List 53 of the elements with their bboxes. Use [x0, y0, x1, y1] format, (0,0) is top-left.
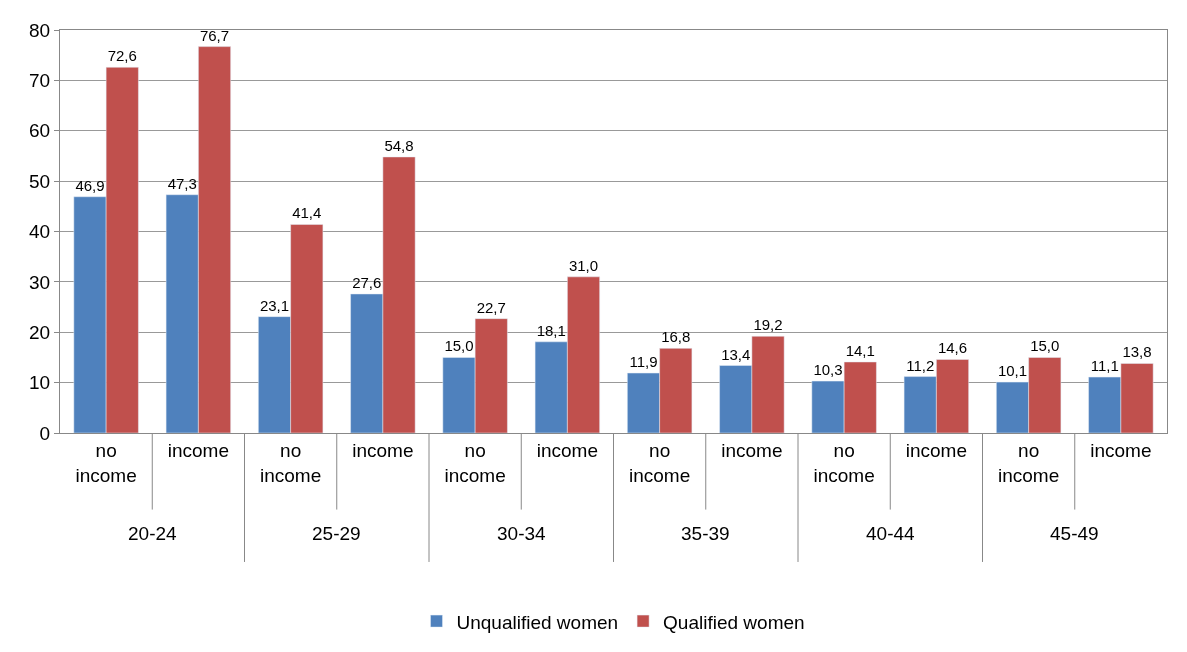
y-tick-label: 30 — [29, 271, 51, 293]
data-label: 14,1 — [845, 341, 875, 359]
x-tick-label: income — [352, 439, 414, 461]
x-tick-label: no income — [998, 439, 1060, 486]
data-label: 11,9 — [629, 353, 658, 371]
x-tick-label: income — [1090, 439, 1152, 461]
data-label: 19,2 — [753, 316, 783, 334]
data-label: 22,7 — [476, 298, 506, 316]
data-label: 14,6 — [937, 339, 968, 357]
x-tick-label: income — [721, 439, 783, 461]
text: 35-39 — [681, 523, 730, 544]
data-label: 27,6 — [352, 273, 382, 291]
x-tick-label: no income — [629, 439, 691, 486]
data-label: 54,8 — [384, 136, 414, 154]
x-tick-label: income — [167, 439, 230, 461]
data-label: 18,1 — [536, 321, 566, 339]
text: 40-44 — [866, 523, 916, 544]
data-label: 41,4 — [292, 204, 322, 222]
data-label: 47,3 — [167, 174, 197, 192]
y-tick-label: 10 — [29, 372, 51, 394]
y-tick-label: 20 — [29, 321, 51, 343]
x-tick-label: no income — [813, 439, 875, 486]
data-label: 13,4 — [721, 345, 751, 363]
data-label: 15,0 — [444, 337, 474, 355]
data-label: 11,1 — [1090, 357, 1119, 375]
x-tick-label: no income — [75, 439, 137, 486]
x-tick-label: income — [905, 439, 968, 461]
text: 45-49 — [1050, 523, 1099, 544]
y-tick-label: 40 — [29, 221, 51, 243]
data-label: 16,8 — [661, 328, 691, 346]
y-tick-label: 0 — [39, 422, 51, 444]
data-label: 23,1 — [259, 296, 290, 314]
legend-label: Unqualified women — [456, 611, 619, 633]
text: 20-24 — [128, 523, 178, 544]
text: 30-34 — [497, 523, 547, 544]
data-label: 10,3 — [813, 361, 843, 379]
data-label: 31,0 — [568, 256, 599, 274]
y-tick-label: 80 — [29, 19, 51, 41]
data-label: 13,8 — [1122, 343, 1152, 361]
data-label: 76,7 — [199, 26, 230, 44]
y-tick-label: 70 — [29, 70, 51, 92]
text: 25-29 — [312, 523, 361, 544]
x-tick-label: income — [536, 439, 599, 461]
y-tick-label: 60 — [29, 120, 51, 142]
x-tick-label: no income — [260, 439, 322, 486]
data-label: 10,1 — [997, 362, 1028, 380]
legend-label: Qualified women — [663, 611, 805, 633]
x-tick-label: no income — [444, 439, 506, 486]
data-label: 15,0 — [1030, 337, 1060, 355]
data-label: 46,9 — [75, 176, 105, 194]
data-label: 72,6 — [107, 47, 137, 65]
data-label: 11,2 — [906, 356, 935, 374]
y-tick-label: 50 — [29, 170, 51, 192]
